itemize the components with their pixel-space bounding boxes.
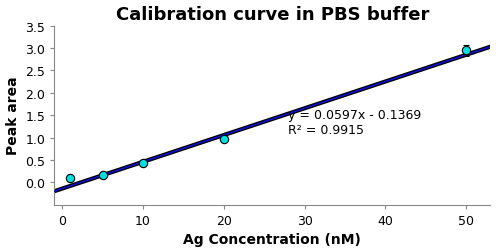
- Title: Calibration curve in PBS buffer: Calibration curve in PBS buffer: [116, 6, 429, 23]
- Y-axis label: Peak area: Peak area: [5, 77, 19, 155]
- X-axis label: Ag Concentration (nM): Ag Concentration (nM): [184, 233, 361, 246]
- Text: y = 0.0597x - 0.1369
R² = 0.9915: y = 0.0597x - 0.1369 R² = 0.9915: [289, 109, 422, 137]
